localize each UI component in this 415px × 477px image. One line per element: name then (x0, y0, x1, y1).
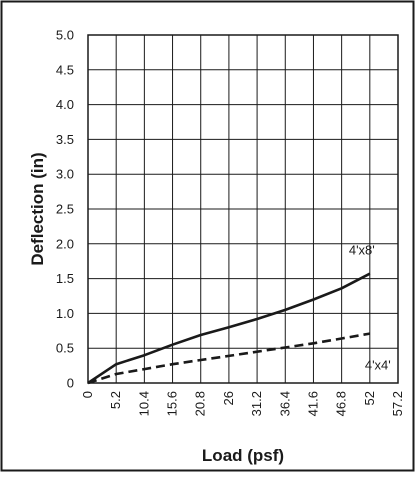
series-layer: 4'x8' 4'x4' (87, 243, 391, 385)
y-tick-label: 4.0 (56, 97, 74, 112)
plot-area-border (87, 34, 399, 384)
x-tick-label: 36.4 (277, 391, 292, 416)
x-tick-label: 57.2 (390, 391, 405, 416)
y-axis-title: Deflection (in) (28, 152, 47, 265)
series-label-4x4: 4'x4' (365, 358, 391, 373)
x-tick-label: 26 (221, 391, 236, 405)
x-axis-title: Load (psf) (202, 446, 284, 465)
tick-labels: 0 5.2 10.4 15.6 20.8 26 31.2 36.4 41.6 46.8 52 57.2… (56, 28, 405, 417)
x-tick-label: 20.8 (193, 391, 208, 416)
y-tick-label: 2.0 (56, 236, 74, 251)
y-tick-label: 0 (67, 376, 74, 391)
x-tick-label: 41.6 (305, 391, 320, 416)
y-tick-label: 5.0 (56, 28, 74, 43)
series-line-4x8 (87, 272, 371, 385)
y-tick-label: 4.5 (56, 62, 74, 77)
x-tick-label: 31.2 (249, 391, 264, 416)
x-tick-label: 15.6 (165, 391, 180, 416)
y-tick-label: 3.5 (56, 132, 74, 147)
y-tick-label: 1.5 (56, 271, 74, 286)
y-tick-label: 1.0 (56, 306, 74, 321)
x-tick-label: 10.4 (136, 391, 151, 416)
x-tick-label: 52 (362, 391, 377, 405)
y-tick-label: 2.5 (56, 202, 74, 217)
series-label-4x8: 4'x8' (349, 243, 375, 258)
y-tick-label: 0.5 (56, 341, 74, 356)
series-line-4x4 (87, 332, 371, 385)
x-tick-label: 0 (80, 391, 95, 398)
x-tick-label: 5.2 (108, 391, 123, 409)
y-tick-label: 3.0 (56, 167, 74, 182)
x-tick-label: 46.8 (334, 391, 349, 416)
